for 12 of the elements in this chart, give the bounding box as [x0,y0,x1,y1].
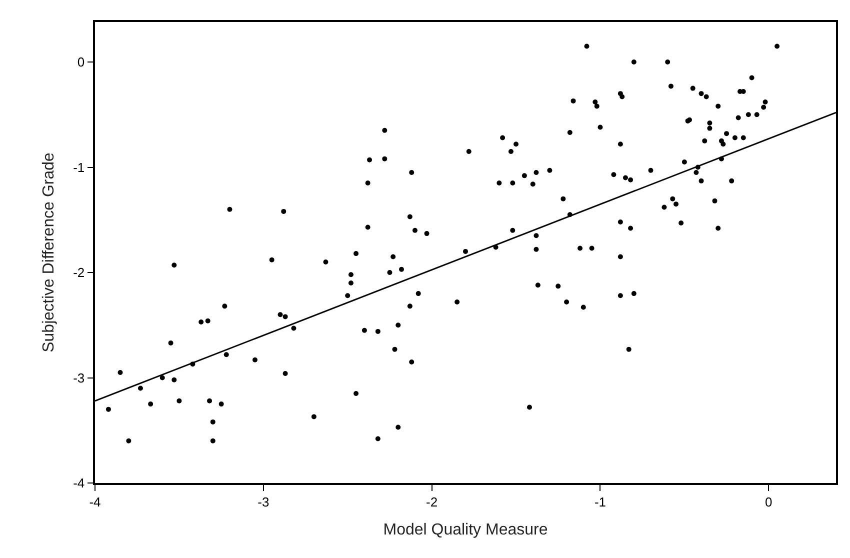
y-tick-label: -1 [73,160,85,175]
y-tick-label: 0 [77,54,85,70]
x-tick-label: -1 [594,494,606,510]
x-tick-label: 0 [765,494,772,510]
x-tick-label: -4 [89,494,101,510]
x-axis-title: Model Quality Measure [383,522,548,539]
y-tick-label: -3 [73,370,85,386]
x-tick-label: -3 [258,494,270,510]
x-tick-label: -2 [426,494,438,510]
y-tick-label: -2 [73,265,85,280]
y-axis-title: Subjective Difference Grade [40,152,58,352]
y-tick-label: -4 [73,476,85,491]
